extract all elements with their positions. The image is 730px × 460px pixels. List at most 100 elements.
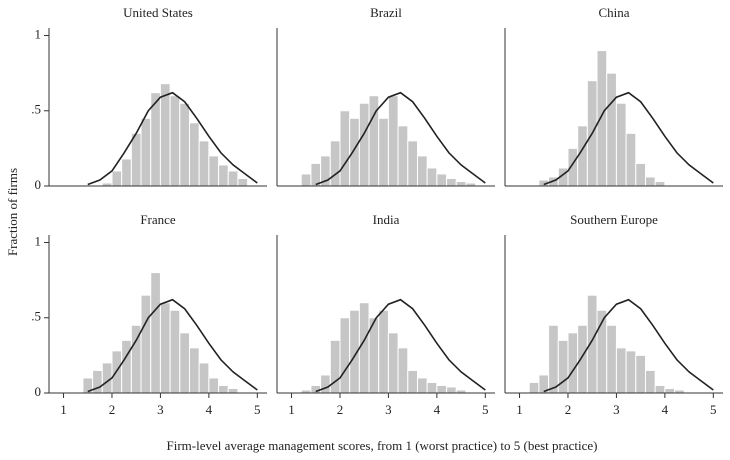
density-curve: [315, 298, 486, 393]
bar: [635, 354, 646, 394]
bar: [208, 377, 220, 394]
bar: [596, 50, 608, 187]
bar: [615, 102, 627, 187]
bar: [329, 339, 341, 394]
bar: [606, 72, 617, 187]
bar: [577, 324, 588, 394]
x-tick-label: 1: [288, 402, 295, 417]
bar: [407, 369, 418, 394]
bar: [179, 332, 190, 394]
panel-title: Southern Europe: [570, 212, 658, 227]
x-tick-label: 5: [482, 402, 489, 417]
bar: [644, 369, 656, 394]
x-tick-label: 1: [60, 402, 67, 417]
bar: [339, 110, 351, 187]
bar: [310, 384, 322, 394]
bar: [416, 377, 428, 394]
bar: [416, 155, 428, 187]
bar: [378, 309, 389, 394]
bar: [111, 170, 123, 187]
bar: [150, 272, 161, 394]
x-tick-label: 5: [254, 402, 261, 417]
bar: [121, 339, 132, 394]
bar: [586, 294, 598, 394]
bar: [188, 122, 200, 187]
bar: [378, 117, 389, 187]
density-curve: [87, 91, 258, 186]
bar: [387, 95, 399, 187]
bar: [101, 362, 113, 394]
x-tick-label: 2: [565, 402, 572, 417]
y-tick-label: .5: [31, 102, 41, 117]
bar: [615, 347, 627, 394]
bar: [567, 147, 579, 187]
x-tick-label: 2: [337, 402, 344, 417]
bar: [198, 362, 210, 394]
density-curve: [543, 298, 714, 393]
x-tick-label: 4: [206, 402, 213, 417]
x-tick-label: 3: [385, 402, 392, 417]
bar: [179, 102, 190, 187]
bar: [237, 177, 249, 187]
bar: [208, 155, 220, 187]
y-tick-label: 0: [35, 177, 42, 192]
density-curve: [543, 91, 714, 186]
bar: [218, 384, 229, 394]
bar: [140, 117, 152, 187]
bar: [664, 387, 676, 394]
bar: [218, 164, 229, 187]
bar: [159, 302, 171, 394]
y-axis-label: Fraction of firms: [5, 168, 20, 256]
bar: [426, 381, 438, 394]
bar: [300, 173, 312, 187]
bar: [644, 176, 656, 187]
bar: [169, 309, 181, 394]
panel-title: China: [598, 5, 629, 20]
bar: [320, 374, 331, 394]
bar: [188, 347, 200, 394]
bar: [227, 387, 239, 394]
panel-title: India: [373, 212, 400, 227]
bar: [387, 332, 399, 394]
density-curve: [315, 91, 486, 186]
bar: [567, 332, 579, 394]
bar: [121, 158, 132, 187]
panel-title: Brazil: [370, 5, 402, 20]
bar: [397, 347, 409, 394]
bar: [436, 384, 448, 394]
panel-title: France: [140, 212, 176, 227]
bar: [159, 83, 171, 187]
x-tick-label: 4: [662, 402, 669, 417]
bar: [446, 386, 457, 394]
x-tick-label: 5: [710, 402, 717, 417]
y-tick-label: 0: [35, 384, 42, 399]
x-tick-label: 2: [109, 402, 116, 417]
x-tick-label: 1: [516, 402, 523, 417]
bar: [625, 132, 637, 187]
bar: [446, 177, 457, 187]
bar: [577, 125, 588, 187]
bar: [436, 173, 448, 187]
bar: [130, 132, 142, 187]
bar: [635, 162, 646, 187]
bar: [358, 102, 370, 187]
bar: [528, 381, 540, 394]
x-tick-label: 4: [434, 402, 441, 417]
bar: [397, 125, 409, 187]
bar: [407, 140, 418, 187]
bar: [557, 339, 569, 394]
bar: [339, 317, 351, 394]
x-tick-label: 3: [157, 402, 164, 417]
y-tick-label: 1: [35, 27, 42, 42]
bar: [358, 302, 370, 394]
bar: [625, 350, 637, 394]
bar: [606, 324, 617, 394]
y-tick-label: 1: [35, 234, 42, 249]
density-curve: [87, 298, 258, 393]
bar: [169, 95, 181, 187]
bar: [198, 140, 210, 187]
bar: [654, 180, 666, 187]
bar: [227, 170, 239, 187]
bar: [654, 384, 666, 394]
